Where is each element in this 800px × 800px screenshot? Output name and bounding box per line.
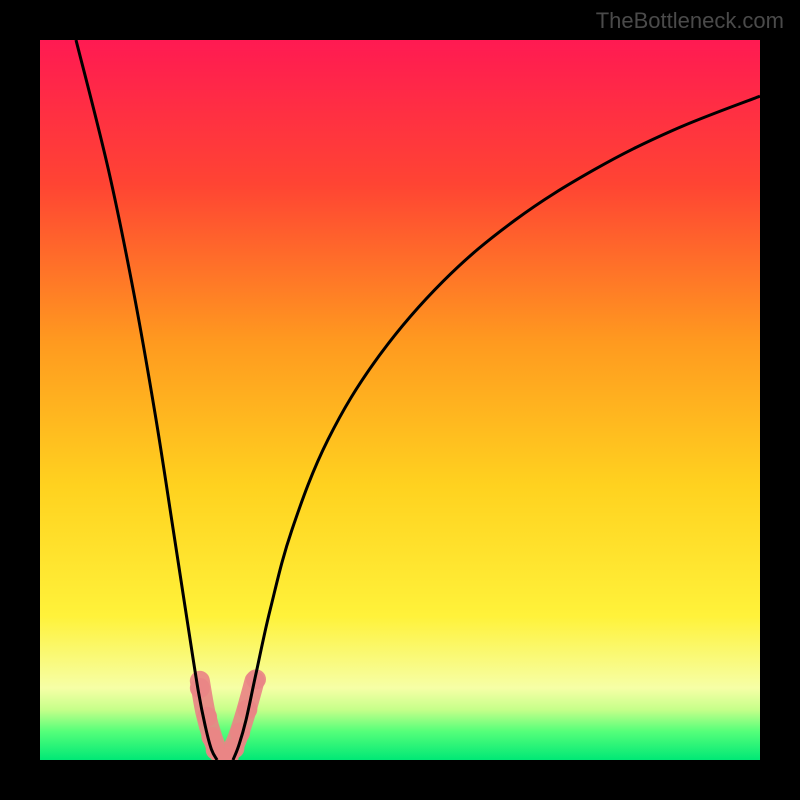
watermark-text: TheBottleneck.com xyxy=(596,8,784,34)
chart-stage: TheBottleneck.com xyxy=(0,0,800,800)
curve-left-branch xyxy=(76,40,217,760)
curve-layer xyxy=(40,40,760,760)
trough-dot-1 xyxy=(197,707,217,727)
curve-right-branch xyxy=(233,96,760,760)
